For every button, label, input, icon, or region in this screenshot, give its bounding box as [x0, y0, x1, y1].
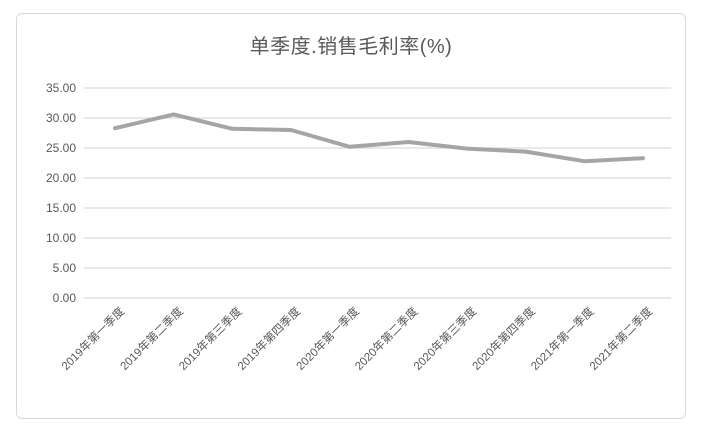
y-axis-tick-label: 15.00	[46, 201, 76, 215]
x-axis-tick-label: 2020年第一季度	[293, 304, 362, 373]
y-axis-tick-label: 5.00	[53, 261, 77, 275]
x-axis-tick-label: 2021年第二季度	[586, 304, 655, 373]
x-axis-tick-label: 2020年第四季度	[469, 304, 538, 373]
x-axis-tick-label: 2021年第一季度	[528, 304, 597, 373]
y-axis-tick-label: 10.00	[46, 231, 76, 245]
y-axis-tick-label: 0.00	[53, 291, 77, 305]
x-axis-tick-label: 2019年第二季度	[117, 304, 186, 373]
y-axis-tick-label: 35.00	[46, 81, 76, 95]
x-axis-tick-label: 2019年第四季度	[234, 304, 303, 373]
y-axis-tick-label: 20.00	[46, 171, 76, 185]
y-axis-tick-label: 25.00	[46, 141, 76, 155]
x-axis-tick-label: 2019年第一季度	[58, 304, 127, 373]
x-axis-tick-label: 2020年第三季度	[410, 304, 479, 373]
chart-title: 单季度.销售毛利率(%)	[249, 36, 453, 58]
x-axis-tick-label: 2019年第三季度	[176, 304, 245, 373]
x-axis-tick-label: 2020年第二季度	[352, 304, 421, 373]
chart-frame	[16, 13, 686, 419]
data-line-series	[113, 112, 645, 164]
y-axis-tick-label: 30.00	[46, 111, 76, 125]
